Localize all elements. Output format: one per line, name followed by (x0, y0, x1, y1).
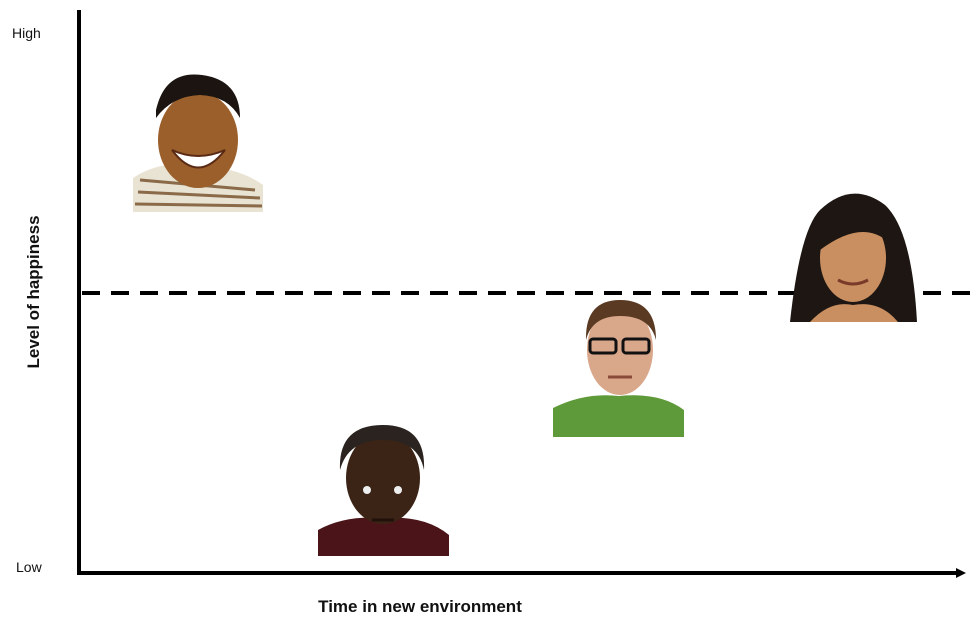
y-high-label: High (12, 25, 41, 41)
y-axis-title: Level of happiness (24, 215, 43, 368)
x-axis-title: Time in new environment (318, 597, 522, 616)
face-adapted (790, 193, 917, 322)
face-adjusting (553, 300, 684, 437)
y-low-label: Low (16, 559, 43, 575)
face-happy (133, 74, 263, 212)
face-shocked (318, 425, 449, 556)
